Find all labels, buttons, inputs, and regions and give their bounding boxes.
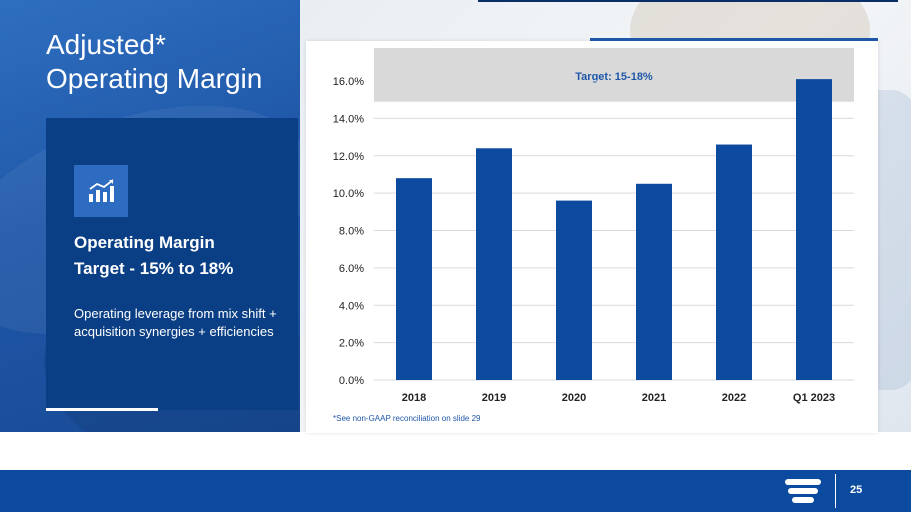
target-band [374, 48, 854, 102]
y-tick-label: 6.0% [339, 263, 364, 275]
panel-underline [46, 408, 158, 411]
y-tick-label: 16.0% [333, 76, 364, 88]
bar [716, 144, 752, 380]
x-tick-label: Q1 2023 [793, 392, 835, 404]
bar [556, 200, 592, 380]
slide-title-line1: Adjusted* [46, 29, 166, 60]
panel-heading-line2: Target - 15% to 18% [74, 259, 234, 278]
target-band-label: Target: 15-18% [575, 71, 653, 83]
y-tick-label: 8.0% [339, 226, 364, 238]
y-tick-label: 4.0% [339, 300, 364, 312]
y-tick-label: 2.0% [339, 338, 364, 350]
x-tick-label: 2018 [402, 392, 426, 404]
bar-chart-trend-icon [74, 165, 128, 217]
footer-bar [0, 470, 911, 512]
x-tick-label: 2020 [562, 392, 586, 404]
y-tick-label: 12.0% [333, 151, 364, 163]
company-logo [785, 479, 821, 503]
x-tick-label: 2019 [482, 392, 506, 404]
page-number: 25 [850, 484, 863, 496]
footer-divider [835, 474, 836, 508]
x-tick-label: 2022 [722, 392, 746, 404]
chart-card-accent [590, 38, 878, 41]
operating-margin-chart: Target: 15-18% 0.0% 2.0% 4.0% 6.0% 8.0% 10.0% 1… [333, 48, 854, 404]
panel-heading-line1: Operating Margin [74, 233, 215, 252]
panel-heading: Operating Margin Target - 15% to 18% [74, 230, 284, 282]
top-accent-line [478, 0, 898, 2]
bar [396, 178, 432, 380]
x-tick-label: 2021 [642, 392, 666, 404]
slide-title-line2: Operating Margin [46, 63, 263, 94]
panel-body-text: Operating leverage from mix shift + acqu… [74, 306, 277, 339]
bar [636, 183, 672, 380]
y-tick-label: 14.0% [333, 113, 364, 125]
slide-title: Adjusted* Operating Margin [46, 28, 296, 96]
y-tick-label: 0.0% [339, 375, 364, 387]
footnote: *See non-GAAP reconciliation on slide 29 [333, 414, 481, 423]
bar [476, 148, 512, 380]
y-tick-label: 10.0% [333, 188, 364, 200]
bar [796, 79, 832, 380]
